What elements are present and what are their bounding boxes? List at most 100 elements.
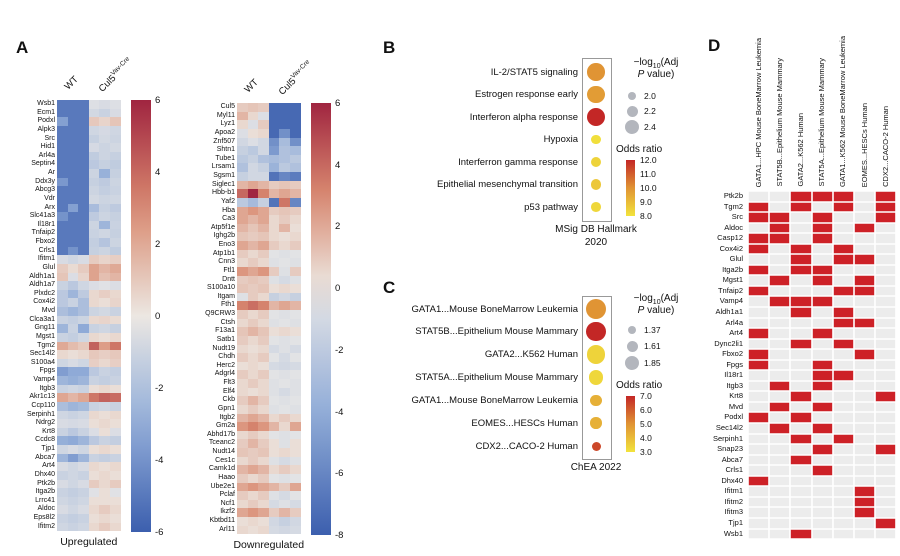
heatmap-gene-label: Alpk3: [37, 125, 55, 133]
d-cell-empty: [748, 486, 770, 497]
heatmap-cell: [78, 134, 89, 144]
d-row-label: Serpinh1: [712, 433, 743, 443]
heatmap-cell: [268, 370, 280, 379]
pvalue-legend-title-line2: P value): [616, 305, 696, 317]
heatmap-cell: [88, 263, 100, 273]
heatmap-gene-label: Lrsam1: [211, 163, 235, 171]
heatmap-cell: [237, 120, 248, 129]
heatmap-cell: [99, 522, 110, 532]
legend-size-value: 1.85: [644, 358, 661, 368]
heatmap-cell: [88, 151, 100, 161]
heatmap-cell: [99, 125, 110, 135]
heatmap-cell: [67, 470, 79, 480]
heatmap-cell: [99, 496, 110, 506]
d-cell-hit: [769, 233, 791, 244]
heatmap-cell: [258, 258, 269, 267]
d-row-label: Tnfaip2: [717, 285, 743, 295]
heatmap-cell: [268, 197, 280, 207]
heatmap-cell: [109, 470, 121, 480]
heatmap-cell: [88, 134, 100, 144]
heatmap-cell: [258, 499, 269, 509]
heatmap-cell: [289, 422, 301, 431]
d-cell-empty: [832, 496, 854, 508]
heatmap-cell: [67, 522, 79, 532]
heatmap-gene-label: Eno3: [218, 241, 235, 248]
heatmap-cell: [67, 350, 79, 359]
heatmap-cell: [88, 470, 100, 480]
heatmap-cell: [279, 430, 290, 440]
d-cell-empty: [769, 507, 791, 518]
heatmap-cell: [109, 401, 121, 411]
heatmap-cell: [279, 422, 290, 431]
heatmap-cell: [109, 358, 121, 368]
d-cell-empty: [832, 412, 854, 424]
heatmap-cell: [109, 134, 121, 144]
heatmap-gene-label: Itgb2: [219, 413, 235, 421]
heatmap-cell: [237, 189, 248, 198]
d-col-label: EOMES...HESCs Human: [859, 102, 869, 187]
d-row-label: Crls1: [725, 465, 743, 475]
heatmap-cell: [268, 335, 280, 345]
heatmap-cell: [289, 163, 301, 172]
d-cell-empty: [853, 233, 876, 244]
heatmap-cell: [88, 117, 100, 126]
heatmap-cell: [109, 281, 121, 290]
legend-size-value: 1.37: [644, 325, 661, 335]
heatmap-cell: [279, 310, 290, 319]
d-cell-empty: [832, 264, 854, 276]
heatmap-cell: [99, 358, 110, 368]
heatmap-cell: [99, 212, 110, 221]
dot-row-label: Interferon alpha response: [469, 111, 578, 123]
heatmap-cell: [78, 419, 89, 428]
heatmap-title: Downregulated: [233, 539, 305, 551]
d-cell-hit: [875, 191, 897, 202]
d-cell-empty: [811, 338, 833, 350]
heatmap-cell: [78, 281, 89, 290]
dot: [591, 134, 601, 145]
dot-row-label: STAT5A...Epithelium Mouse Mammary: [415, 372, 578, 383]
heatmap-cell: [289, 249, 301, 259]
heatmap-cell: [78, 470, 89, 480]
d-row-label: Snap23: [717, 444, 743, 454]
pvalue-legend-title-line1: −log10(Adj: [616, 293, 696, 309]
d-cell-empty: [832, 507, 854, 518]
heatmap-gene-label: S100a10: [206, 284, 235, 292]
heatmap-gene-label: Ctsh: [220, 318, 235, 326]
d-col-label: GATA1...HPC Mouse BoneMarrow Leukemia: [753, 37, 763, 187]
dot-plot-box: [582, 58, 612, 222]
heatmap-cell: [67, 376, 79, 385]
heatmap-gene-label: Nudt19: [212, 344, 235, 352]
heatmap-cell: [109, 522, 121, 532]
heatmap-cell: [57, 332, 68, 342]
heatmap-cell: [268, 422, 280, 431]
d-cell-hit: [811, 222, 833, 234]
heatmap-cell: [99, 177, 110, 187]
heatmap-cell: [99, 367, 110, 376]
d-cell-hit: [811, 328, 833, 339]
dot: [586, 345, 606, 364]
colorbar-tick: -4: [155, 455, 164, 466]
heatmap-cell: [67, 514, 79, 523]
heatmap-gene-label: Cul5: [220, 103, 235, 110]
heatmap-cell: [247, 266, 259, 276]
heatmap-cell: [247, 387, 259, 397]
d-cell-empty: [853, 380, 876, 392]
heatmap-cell: [247, 146, 259, 155]
heatmap-cell: [109, 315, 121, 325]
heatmap-cell: [99, 238, 110, 247]
d-cell-empty: [748, 307, 770, 318]
d-cell-hit: [769, 275, 791, 286]
d-cell-empty: [853, 370, 876, 381]
heatmap-cell: [237, 525, 248, 535]
heatmap-cell: [67, 289, 79, 299]
heatmap-cell: [57, 445, 68, 454]
d-cell-empty: [790, 496, 812, 508]
colorbar-tick: -4: [335, 406, 344, 418]
heatmap-cell: [237, 258, 248, 267]
heatmap-cell: [237, 215, 248, 224]
heatmap-gene-label: Abca7: [35, 453, 55, 461]
heatmap-cell: [258, 525, 269, 535]
heatmap-cell: [258, 310, 269, 319]
d-cell-hit: [832, 307, 854, 318]
d-cell-hit: [811, 380, 833, 392]
